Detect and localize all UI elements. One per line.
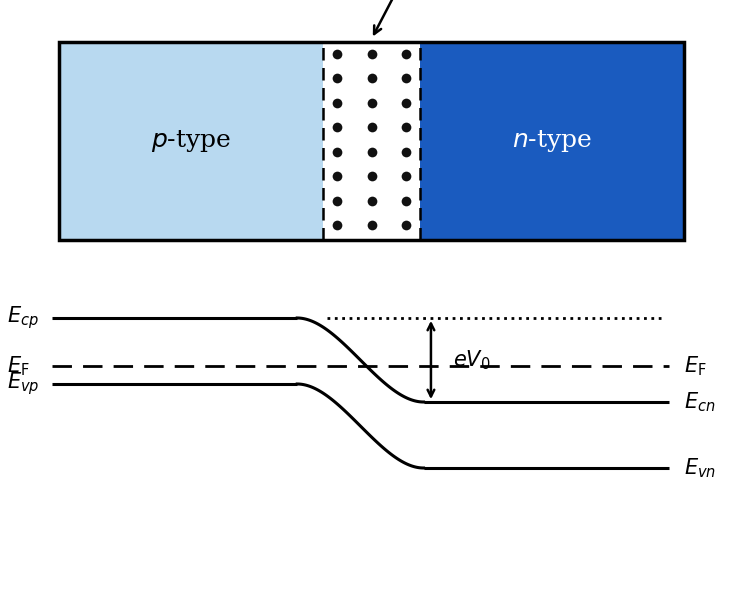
Bar [59,42,323,240]
Bar [420,42,684,240]
Bar [59,42,684,240]
Text: $n$-type: $n$-type [512,128,591,154]
Text: $E_{vp}$: $E_{vp}$ [7,371,40,397]
Text: $E_\mathrm{F}$: $E_\mathrm{F}$ [684,354,706,378]
Text: $p$-type: $p$-type [152,128,231,154]
Text: Depletion region: Depletion region [318,0,484,34]
Text: $E_{cp}$: $E_{cp}$ [7,305,39,331]
Text: $E_{cn}$: $E_{cn}$ [684,390,715,414]
Text: $E_\mathrm{F}$: $E_\mathrm{F}$ [7,354,30,378]
Text: $E_{vn}$: $E_{vn}$ [684,456,716,480]
Bar [323,42,420,240]
Text: $eV_0$: $eV_0$ [453,348,490,372]
